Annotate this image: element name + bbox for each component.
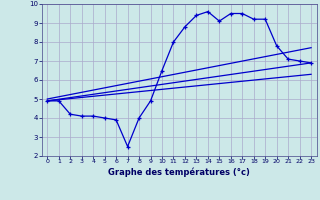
X-axis label: Graphe des températures (°c): Graphe des températures (°c)	[108, 167, 250, 177]
